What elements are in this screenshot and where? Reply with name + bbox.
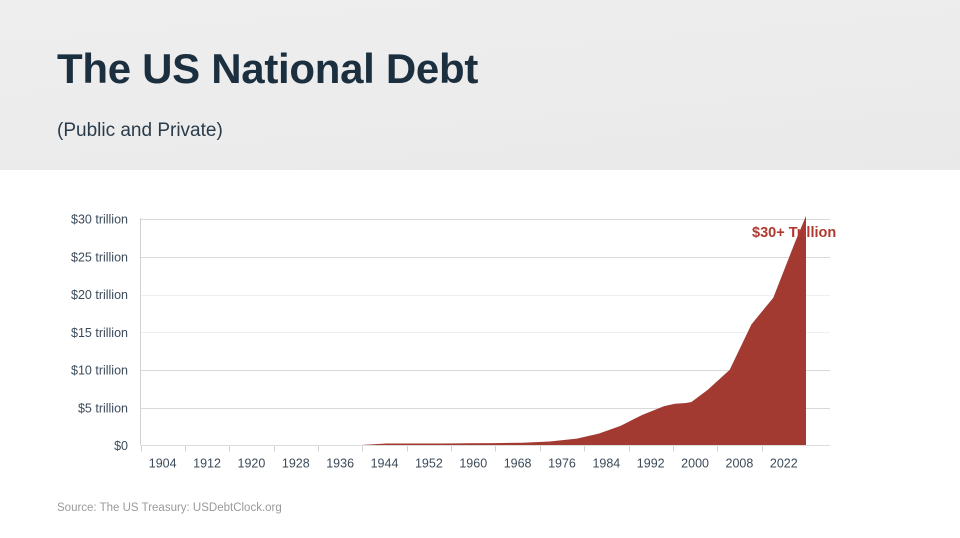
source-note: Source: The US Treasury: USDebtClock.org (57, 502, 282, 514)
y-axis-tick-label: $15 trillion (71, 326, 128, 340)
chart-container: $0 $5 trillion $10 trillion $15 trillion $20… (0, 170, 960, 538)
page-subtitle: (Public and Private) (57, 120, 223, 141)
x-axis-tick-label: 2022 (770, 457, 798, 471)
chart-gridlines (140, 219, 830, 409)
y-axis-tick-label: $30 trillion (71, 213, 128, 227)
chart-x-axis-labels: 1904 1912 1920 1928 1936 1944 1952 1960 1968 1976… (149, 457, 798, 471)
y-axis-tick-label: $5 trillion (78, 401, 128, 415)
x-axis-tick-label: 2008 (726, 457, 754, 471)
x-axis-tick-label: 2000 (681, 457, 709, 471)
y-axis-tick-label: $10 trillion (71, 364, 128, 378)
chart-area-series (140, 215, 806, 446)
page-title: The US National Debt (57, 45, 479, 92)
header-band (0, 0, 960, 170)
x-axis-tick-label: 1992 (637, 457, 665, 471)
y-axis-tick-label: $25 trillion (71, 250, 128, 264)
x-axis-tick-label: 1928 (282, 457, 310, 471)
chart-y-axis-labels: $0 $5 trillion $10 trillion $15 trillion $20… (71, 213, 128, 454)
national-debt-area-chart: $0 $5 trillion $10 trillion $15 trillion $20… (71, 213, 830, 471)
x-axis-tick-label: 1960 (459, 457, 487, 471)
y-axis-tick-label: $0 (114, 439, 128, 453)
chart-x-axis-ticks (141, 445, 763, 452)
x-axis-tick-label: 1944 (371, 457, 399, 471)
x-axis-tick-label: 1952 (415, 457, 443, 471)
x-axis-tick-label: 1976 (548, 457, 576, 471)
x-axis-tick-label: 1936 (326, 457, 354, 471)
x-axis-tick-label: 1968 (504, 457, 532, 471)
x-axis-tick-label: 1984 (592, 457, 620, 471)
x-axis-tick-label: 1920 (238, 457, 266, 471)
x-axis-tick-label: 1912 (193, 457, 221, 471)
y-axis-tick-label: $20 trillion (71, 288, 128, 302)
x-axis-tick-label: 1904 (149, 457, 177, 471)
peak-annotation: $30+ Trillion (752, 225, 837, 241)
